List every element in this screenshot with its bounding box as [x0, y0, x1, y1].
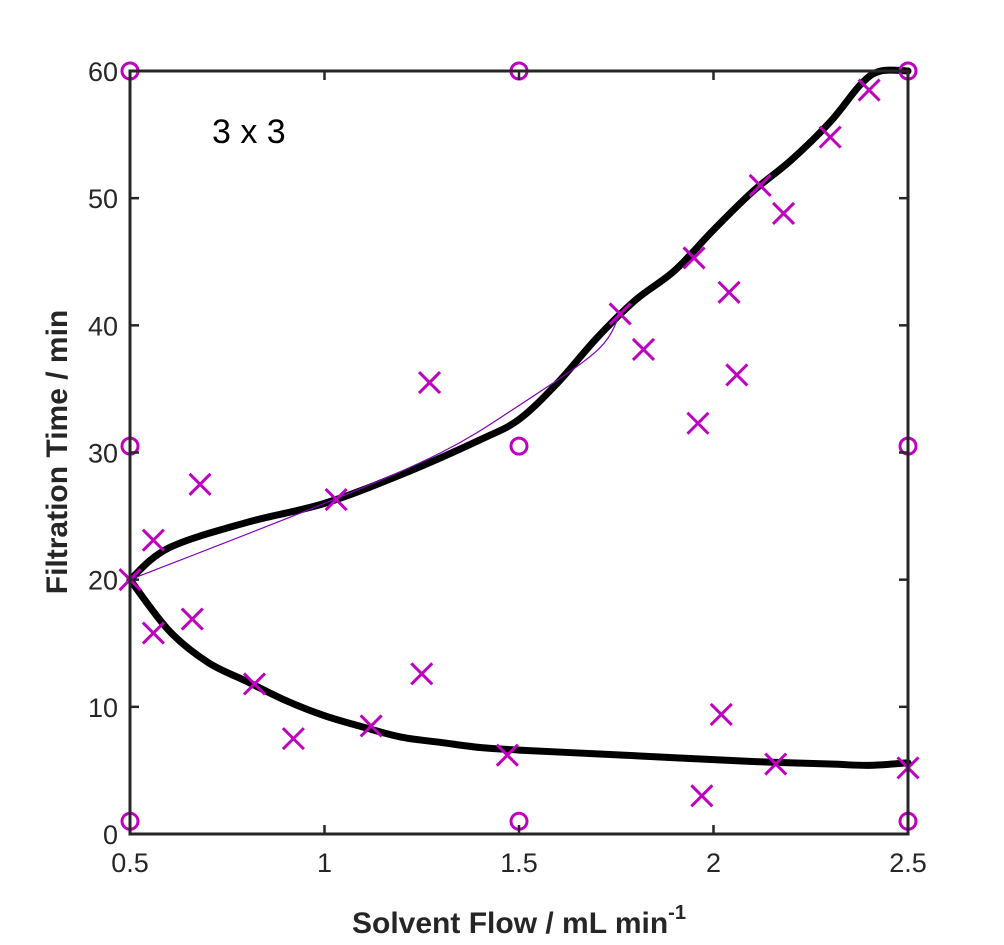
- thin-fit-curve: [129, 313, 621, 581]
- cross-marker: [818, 125, 842, 149]
- x-tick-label: 1: [317, 848, 332, 878]
- cross-marker: [359, 714, 383, 738]
- cross-marker: [764, 752, 788, 776]
- annotation-label: 3 x 3: [212, 113, 286, 151]
- cross-marker: [410, 662, 434, 686]
- cross-marker: [180, 607, 204, 631]
- cross-marker: [608, 302, 632, 326]
- y-tick-label: 20: [88, 566, 118, 596]
- y-tick-label: 40: [88, 311, 118, 341]
- cross-marker: [857, 78, 881, 102]
- cross-marker: [141, 528, 165, 552]
- cross-marker: [709, 702, 733, 727]
- cross-marker: [631, 337, 656, 362]
- y-tick-label: 30: [88, 439, 118, 469]
- y-axis-title: Filtration Time / min: [41, 310, 74, 594]
- boundary-curve: [126, 66, 912, 584]
- cross-marker: [281, 727, 305, 751]
- y-tick-label: 0: [103, 820, 118, 850]
- cross-marker: [682, 246, 706, 270]
- y-tick-label: 10: [88, 693, 118, 723]
- x-tick-label: 0.5: [111, 848, 149, 878]
- cross-marker: [417, 370, 442, 395]
- x-tick-label: 1.5: [500, 848, 538, 878]
- plot-content: [118, 61, 920, 831]
- cross-marker: [686, 411, 710, 435]
- cross-marker: [725, 363, 749, 387]
- y-tick-labels: 0 10 20 30 40 50 60: [88, 57, 118, 850]
- x-tick-labels: 0.5 1 1.5 2 2.5: [111, 848, 927, 878]
- cross-marker: [690, 784, 714, 808]
- x-axis-title-text: Solvent Flow / mL min: [352, 907, 668, 940]
- y-tick-label: 50: [88, 184, 118, 214]
- circle-marker: [509, 436, 529, 456]
- x-tick-label: 2.5: [889, 848, 927, 878]
- axis-ticks: [128, 69, 910, 836]
- cross-marker: [324, 487, 348, 512]
- cross-marker: [748, 173, 772, 198]
- cross-marker: [771, 201, 796, 225]
- cross-marker: [188, 472, 212, 496]
- x-tick-label: 2: [706, 848, 721, 878]
- cross-marker: [242, 672, 267, 696]
- y-tick-label: 60: [88, 57, 118, 87]
- cross-marker: [141, 621, 165, 645]
- x-axis-title: Solvent Flow / mL min-1: [352, 902, 686, 940]
- cross-marker: [717, 280, 741, 304]
- cross-marker: [495, 743, 519, 767]
- x-axis-title-superscript: -1: [668, 902, 686, 924]
